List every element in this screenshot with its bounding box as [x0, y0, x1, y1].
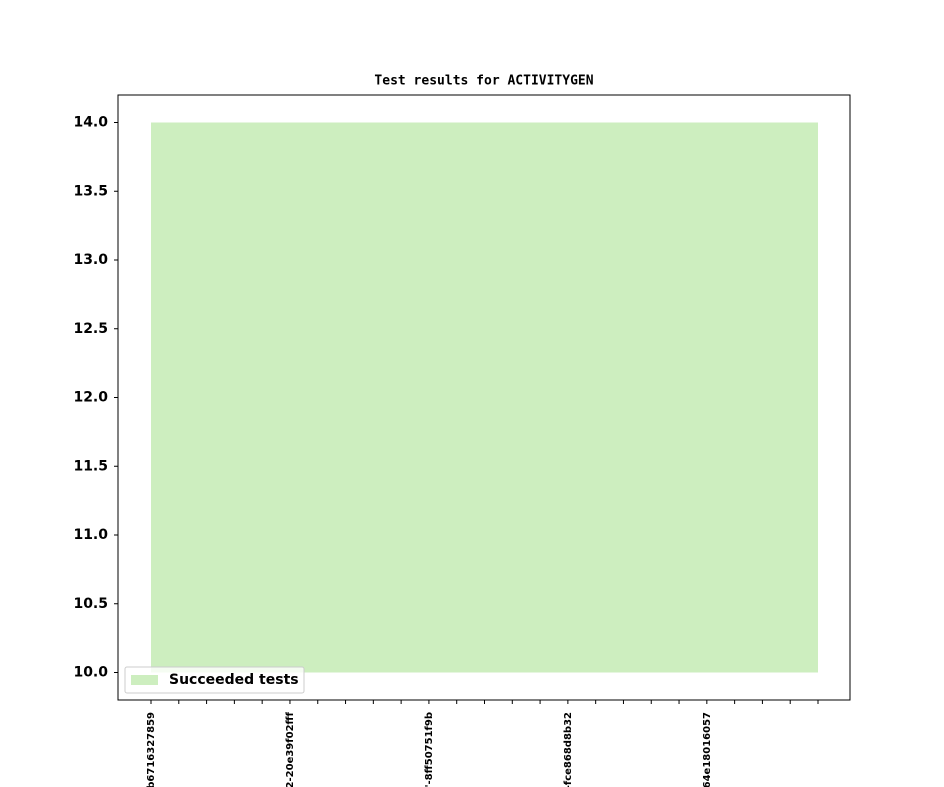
legend-label: Succeeded tests: [169, 672, 299, 688]
y-tick-label: 12.0: [73, 390, 108, 406]
area: [151, 122, 818, 673]
x-tick-label: b6716327859: [146, 712, 157, 787]
x-tick-label: 64e18016057: [702, 712, 713, 787]
chart-title: Test results for ACTIVITYGEN: [374, 74, 593, 89]
y-tick-label: 10.0: [73, 665, 108, 681]
x-tick-label: -fce868d8b32: [563, 712, 574, 787]
y-tick-label: 11.5: [73, 458, 108, 474]
legend-swatch: [131, 675, 158, 685]
y-tick-label: 14.0: [73, 115, 108, 131]
y-tick-label: 13.5: [73, 183, 108, 199]
x-tick-label: 2-20e39f02fff: [285, 711, 296, 787]
y-tick-label: 11.0: [73, 527, 108, 543]
legend: Succeeded tests: [124, 666, 305, 694]
y-tick-label: 13.0: [73, 252, 108, 268]
y-tick-label: 10.5: [73, 596, 108, 612]
y-tick-label: 12.5: [73, 321, 108, 337]
legend-frame: [124, 666, 305, 694]
x-tick-label: '-8ff50751f9b: [424, 712, 435, 787]
